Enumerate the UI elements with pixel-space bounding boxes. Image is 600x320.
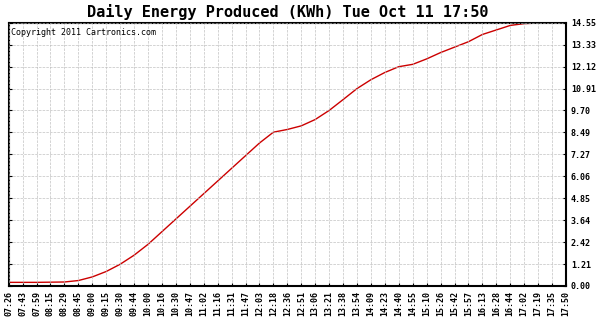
Text: Copyright 2011 Cartronics.com: Copyright 2011 Cartronics.com bbox=[11, 28, 157, 37]
Title: Daily Energy Produced (KWh) Tue Oct 11 17:50: Daily Energy Produced (KWh) Tue Oct 11 1… bbox=[86, 4, 488, 20]
